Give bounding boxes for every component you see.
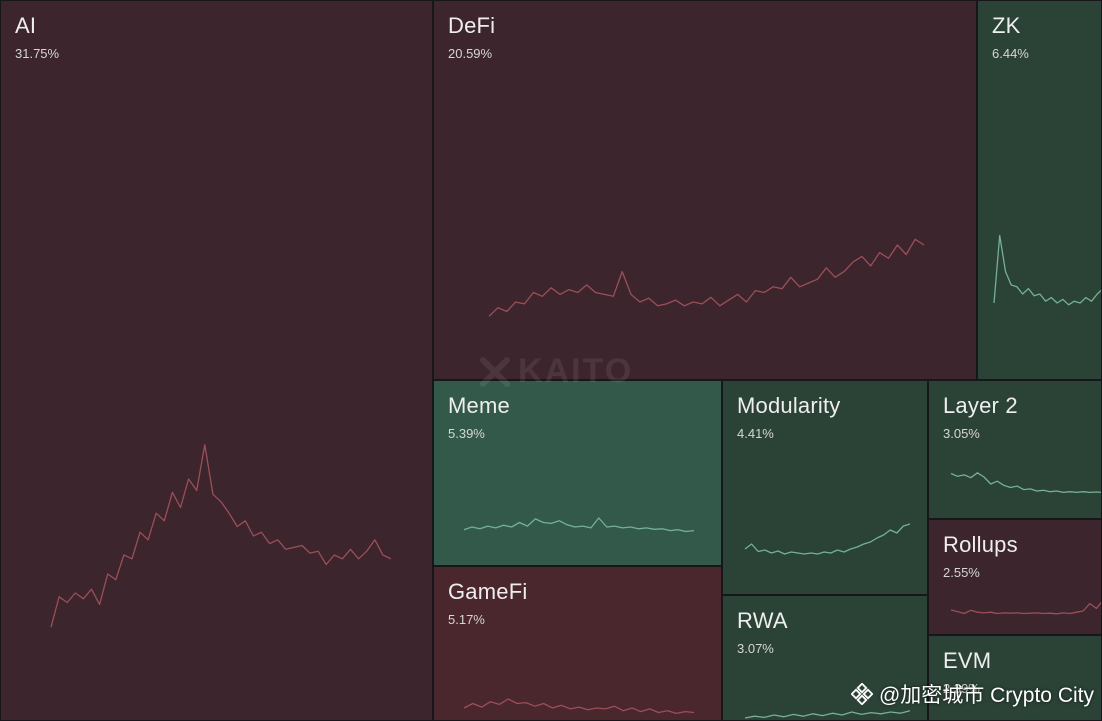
sparkline	[744, 523, 911, 555]
tile-name: EVM	[943, 648, 992, 673]
sparkline	[488, 238, 925, 317]
tile-percentage: 2.55%	[943, 565, 980, 580]
sparkline-path	[950, 601, 1101, 615]
tile-rollups[interactable]: Rollups 2.55%	[928, 519, 1102, 635]
sparkline	[744, 710, 911, 719]
sparkline-path	[950, 472, 1101, 494]
sparkline-path	[488, 238, 925, 317]
sparkline-path	[50, 444, 392, 628]
sparkline	[950, 601, 1101, 615]
tile-percentage: 3.07%	[737, 641, 774, 656]
tile-name: DeFi	[448, 13, 496, 38]
sparkline	[993, 234, 1101, 306]
tile-modularity[interactable]: Modularity 4.41%	[722, 380, 928, 595]
tile-percentage: 20.59%	[448, 46, 493, 61]
sparkline	[950, 472, 1101, 494]
watermark-text: KAITO	[518, 352, 634, 390]
tile-rwa[interactable]: RWA 3.07%	[722, 595, 928, 721]
tile-name: GameFi	[448, 579, 528, 604]
author-credit: @加密城市 Crypto City	[850, 679, 1094, 709]
tile-percentage: 5.17%	[448, 612, 485, 627]
sparkline-path	[744, 523, 911, 555]
binance-logo-icon	[850, 683, 873, 705]
sparkline-path	[744, 710, 911, 719]
sparkline	[463, 698, 695, 715]
tile-name: Meme	[448, 393, 510, 418]
tile-meme[interactable]: Meme 5.39%	[433, 380, 722, 566]
tile-ai[interactable]: AI 31.75%	[0, 0, 433, 721]
tile-percentage: 2.39%	[943, 681, 980, 696]
tile-percentage: 5.39%	[448, 426, 485, 441]
tile-name: Layer 2	[943, 393, 1018, 418]
tile-gamefi[interactable]: GameFi 5.17%	[433, 566, 722, 721]
tile-name: Rollups	[943, 532, 1018, 557]
kaito-logo-icon	[480, 356, 510, 387]
tile-zk[interactable]: ZK 6.44%	[977, 0, 1102, 380]
sparkline	[463, 517, 695, 533]
credit-text: @加密城市 Crypto City	[878, 684, 1094, 707]
tile-percentage: 6.44%	[992, 46, 1029, 61]
tile-defi[interactable]: DeFi 20.59%	[433, 0, 977, 380]
tile-evm[interactable]: EVM 2.39%	[928, 635, 1102, 721]
tile-percentage: 31.75%	[15, 46, 60, 61]
tile-name: RWA	[737, 608, 788, 633]
sparkline-path	[463, 698, 695, 715]
tile-percentage: 3.05%	[943, 426, 980, 441]
tile-name: ZK	[992, 13, 1021, 38]
sparkline	[50, 444, 392, 628]
sparkline-path	[993, 234, 1101, 306]
tile-name: Modularity	[737, 393, 841, 418]
sparkline-path	[463, 517, 695, 533]
tile-name: AI	[15, 13, 37, 38]
tile-layer-2[interactable]: Layer 2 3.05%	[928, 380, 1102, 519]
kaito-watermark: KAITO	[480, 352, 633, 391]
tile-percentage: 4.41%	[737, 426, 774, 441]
